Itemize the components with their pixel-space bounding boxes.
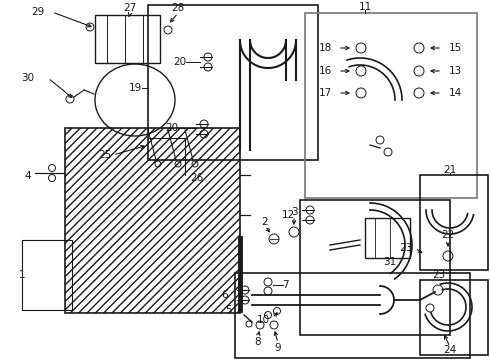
Text: 29: 29 (31, 7, 45, 17)
Text: 15: 15 (448, 43, 462, 53)
Text: 11: 11 (358, 2, 371, 12)
Text: 16: 16 (318, 66, 332, 76)
Bar (148, 5, 318, 160)
Text: 27: 27 (123, 3, 137, 13)
Text: 26: 26 (191, 173, 204, 183)
Text: 19: 19 (129, 83, 142, 93)
Bar (365, 218, 410, 258)
Text: 22: 22 (441, 230, 455, 240)
Text: 1: 1 (19, 270, 25, 280)
Text: 8: 8 (255, 337, 261, 347)
Bar (95, 15, 160, 63)
Text: 23: 23 (399, 243, 413, 253)
Bar (22, 240, 72, 310)
Text: 25: 25 (98, 150, 112, 160)
Text: 20: 20 (165, 123, 178, 133)
Bar (300, 200, 450, 335)
Text: 30: 30 (22, 73, 35, 83)
Text: 13: 13 (448, 66, 462, 76)
Bar (65, 128, 240, 313)
Text: 9: 9 (275, 343, 281, 353)
Text: 20: 20 (173, 57, 186, 67)
Text: 12: 12 (282, 210, 295, 220)
Text: 17: 17 (318, 88, 332, 98)
Text: 24: 24 (443, 345, 457, 355)
Text: 5: 5 (225, 305, 231, 315)
Text: 14: 14 (448, 88, 462, 98)
Text: 3: 3 (291, 207, 297, 217)
Text: 10: 10 (256, 315, 270, 325)
Text: 18: 18 (318, 43, 332, 53)
Text: 6: 6 (221, 290, 228, 300)
Text: 4: 4 (24, 171, 31, 181)
Bar (235, 273, 470, 358)
Text: 31: 31 (383, 257, 396, 267)
Text: 21: 21 (443, 165, 457, 175)
Text: 28: 28 (172, 3, 185, 13)
Bar (305, 13, 477, 198)
Bar (420, 280, 488, 355)
Text: 2: 2 (262, 217, 269, 227)
Text: 7: 7 (282, 280, 289, 290)
Text: 23: 23 (432, 270, 445, 280)
Bar (420, 175, 488, 270)
